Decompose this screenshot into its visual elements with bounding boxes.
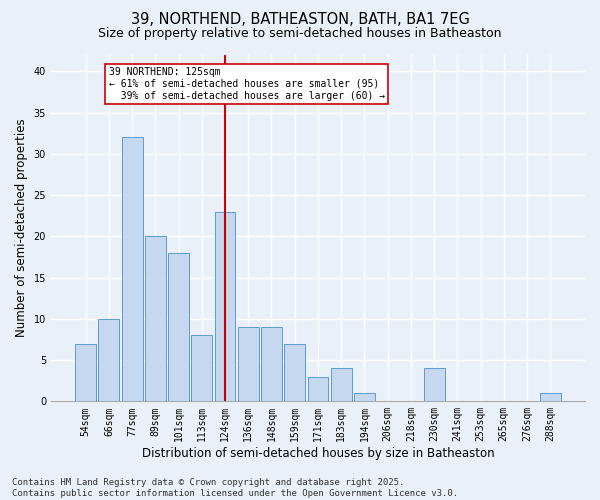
- Bar: [168, 253, 189, 402]
- Bar: [191, 336, 212, 402]
- Text: Contains HM Land Registry data © Crown copyright and database right 2025.
Contai: Contains HM Land Registry data © Crown c…: [12, 478, 458, 498]
- Bar: [98, 319, 119, 402]
- Bar: [284, 344, 305, 402]
- Bar: [308, 376, 328, 402]
- Bar: [354, 393, 375, 402]
- Bar: [238, 327, 259, 402]
- Text: 39 NORTHEND: 125sqm
← 61% of semi-detached houses are smaller (95)
  39% of semi: 39 NORTHEND: 125sqm ← 61% of semi-detach…: [109, 68, 385, 100]
- Bar: [75, 344, 96, 402]
- Bar: [145, 236, 166, 402]
- Bar: [424, 368, 445, 402]
- Text: 39, NORTHEND, BATHEASTON, BATH, BA1 7EG: 39, NORTHEND, BATHEASTON, BATH, BA1 7EG: [131, 12, 469, 28]
- Bar: [261, 327, 282, 402]
- Bar: [540, 393, 561, 402]
- X-axis label: Distribution of semi-detached houses by size in Batheaston: Distribution of semi-detached houses by …: [142, 447, 494, 460]
- Bar: [122, 138, 143, 402]
- Bar: [215, 212, 235, 402]
- Text: Size of property relative to semi-detached houses in Batheaston: Size of property relative to semi-detach…: [98, 28, 502, 40]
- Bar: [331, 368, 352, 402]
- Y-axis label: Number of semi-detached properties: Number of semi-detached properties: [15, 119, 28, 338]
